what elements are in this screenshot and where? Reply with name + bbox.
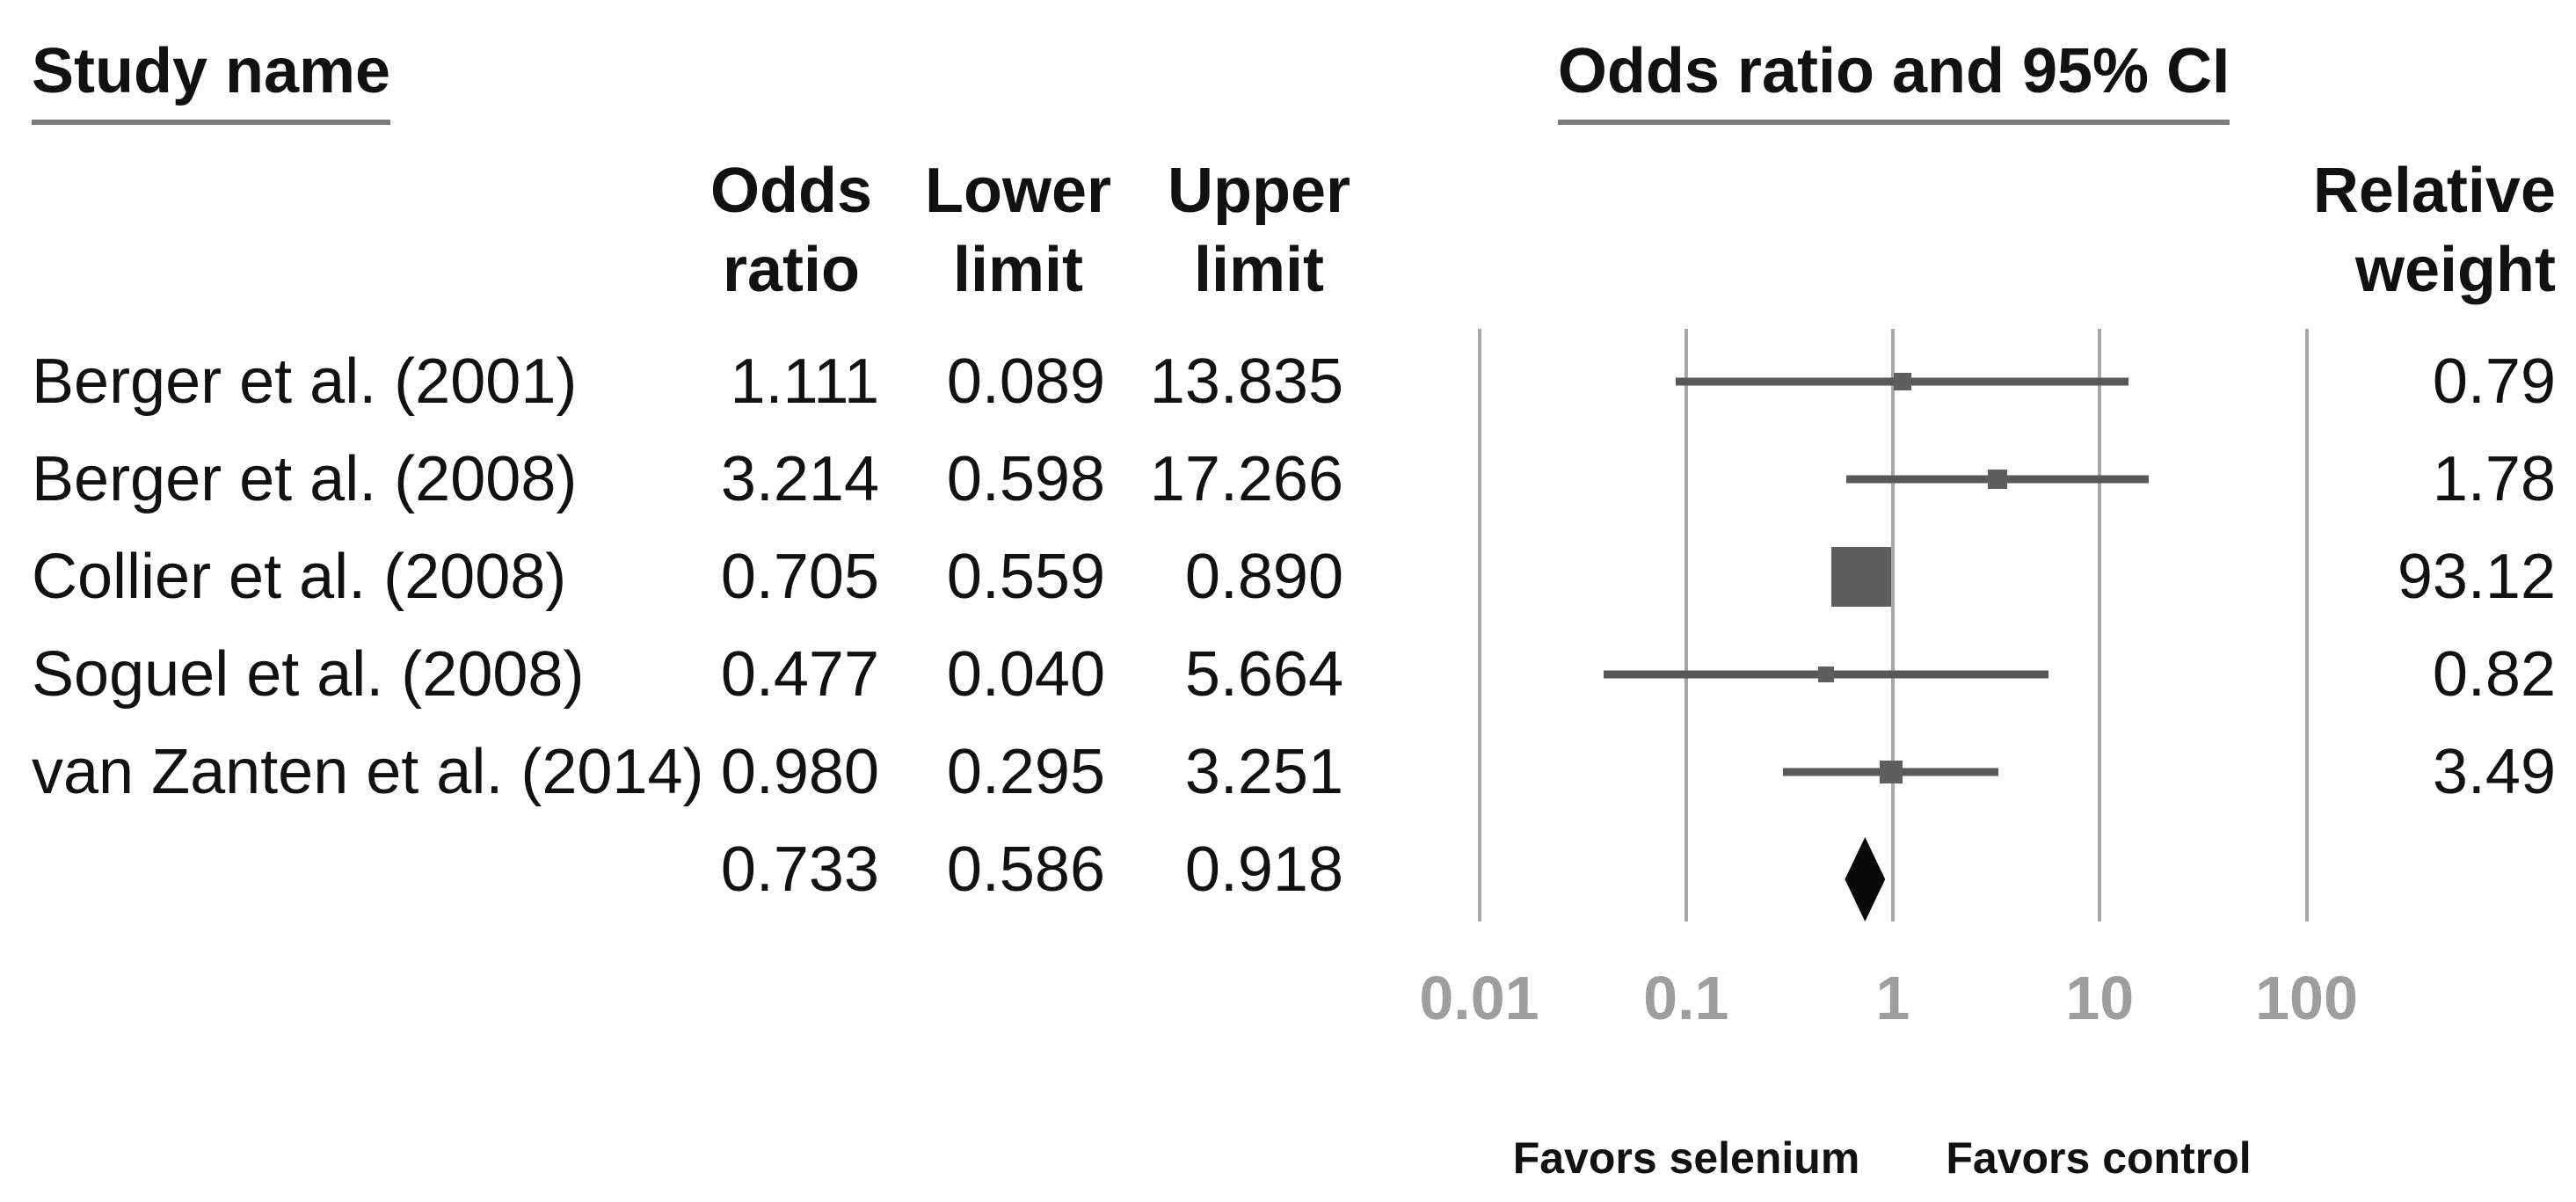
plot-gridline-10 <box>2098 329 2102 922</box>
odds-ratio-value: 1.111 <box>730 346 880 417</box>
lower-limit-value: 0.040 <box>946 639 1105 710</box>
lower-limit-column-header-line1: Lower <box>924 156 1112 226</box>
upper-limit-value: 17.266 <box>1149 444 1343 514</box>
summary-odds-ratio-value: 0.733 <box>720 834 879 905</box>
lower-limit-value: 0.089 <box>946 346 1105 417</box>
plot-gridline-0.1 <box>1684 329 1688 922</box>
lower-limit-value: 0.559 <box>946 542 1105 612</box>
summary-diamond <box>1845 837 1886 922</box>
upper-limit-column-header: Upper limit <box>1168 151 1350 310</box>
upper-limit-column-header-line1: Upper <box>1167 156 1351 226</box>
study-name-label: Berger et al. (2001) <box>32 346 578 417</box>
or-marker <box>1831 547 1892 607</box>
upper-limit-value: 0.890 <box>1184 542 1343 612</box>
upper-limit-value: 5.664 <box>1184 639 1343 710</box>
or-marker <box>1879 761 1903 783</box>
study-name-label: van Zanten et al. (2014) <box>32 737 704 807</box>
odds-ratio-column-header: Odds ratio <box>710 151 872 310</box>
relative-weight-value: 1.78 <box>2432 444 2556 514</box>
odds-ratio-column-header-line2: ratio <box>722 235 861 305</box>
odds-ratio-column-header-line1: Odds <box>709 156 873 226</box>
study-name-label: Soguel et al. (2008) <box>32 639 585 710</box>
axis-tick-label-0.1: 0.1 <box>1643 964 1729 1032</box>
or-marker <box>1818 667 1835 682</box>
odds-ratio-value: 0.980 <box>720 737 879 807</box>
summary-upper-limit-value: 0.918 <box>1184 834 1343 905</box>
plot-gridline-0.01 <box>1477 329 1481 922</box>
relative-weight-value: 93.12 <box>2397 542 2556 612</box>
axis-tick-label-10: 10 <box>2065 964 2135 1032</box>
lower-limit-column-header: Lower limit <box>925 151 1111 310</box>
relative-weight-value: 3.49 <box>2432 737 2556 807</box>
study-name-label: Berger et al. (2008) <box>32 444 578 514</box>
upper-limit-value: 3.251 <box>1184 737 1343 807</box>
study-name-heading: Study name <box>32 35 391 125</box>
upper-limit-value: 13.835 <box>1149 346 1343 417</box>
axis-tick-label-1: 1 <box>1875 964 1910 1032</box>
plot-gridline-100 <box>2304 329 2309 922</box>
relative-weight-column-header-line1: Relative <box>2312 156 2556 226</box>
lower-limit-column-header-line2: limit <box>952 235 1083 305</box>
odds-ratio-value: 0.705 <box>720 542 879 612</box>
lower-limit-value: 0.598 <box>946 444 1105 514</box>
plot-gridline-1 <box>1891 329 1895 922</box>
relative-weight-column-header: Relative weight <box>2313 151 2556 310</box>
odds-ratio-value: 3.214 <box>720 444 879 514</box>
or-ci-heading: Odds ratio and 95% CI <box>1557 35 2230 125</box>
study-name-label: Collier et al. (2008) <box>32 542 567 612</box>
axis-tick-label-0.01: 0.01 <box>1419 964 1539 1032</box>
odds-ratio-value: 0.477 <box>720 639 879 710</box>
favors-control-label: Favors control <box>1946 1133 2252 1183</box>
favors-selenium-label: Favors selenium <box>1512 1133 1860 1183</box>
relative-weight-value: 0.79 <box>2432 346 2556 417</box>
or-marker <box>1893 373 1911 390</box>
summary-lower-limit-value: 0.586 <box>946 834 1105 905</box>
lower-limit-value: 0.295 <box>946 737 1105 807</box>
relative-weight-value: 0.82 <box>2432 639 2556 710</box>
axis-tick-label-100: 100 <box>2255 964 2358 1032</box>
or-marker <box>1988 470 2008 489</box>
upper-limit-column-header-line2: limit <box>1193 235 1324 305</box>
relative-weight-column-header-line2: weight <box>2355 235 2556 305</box>
